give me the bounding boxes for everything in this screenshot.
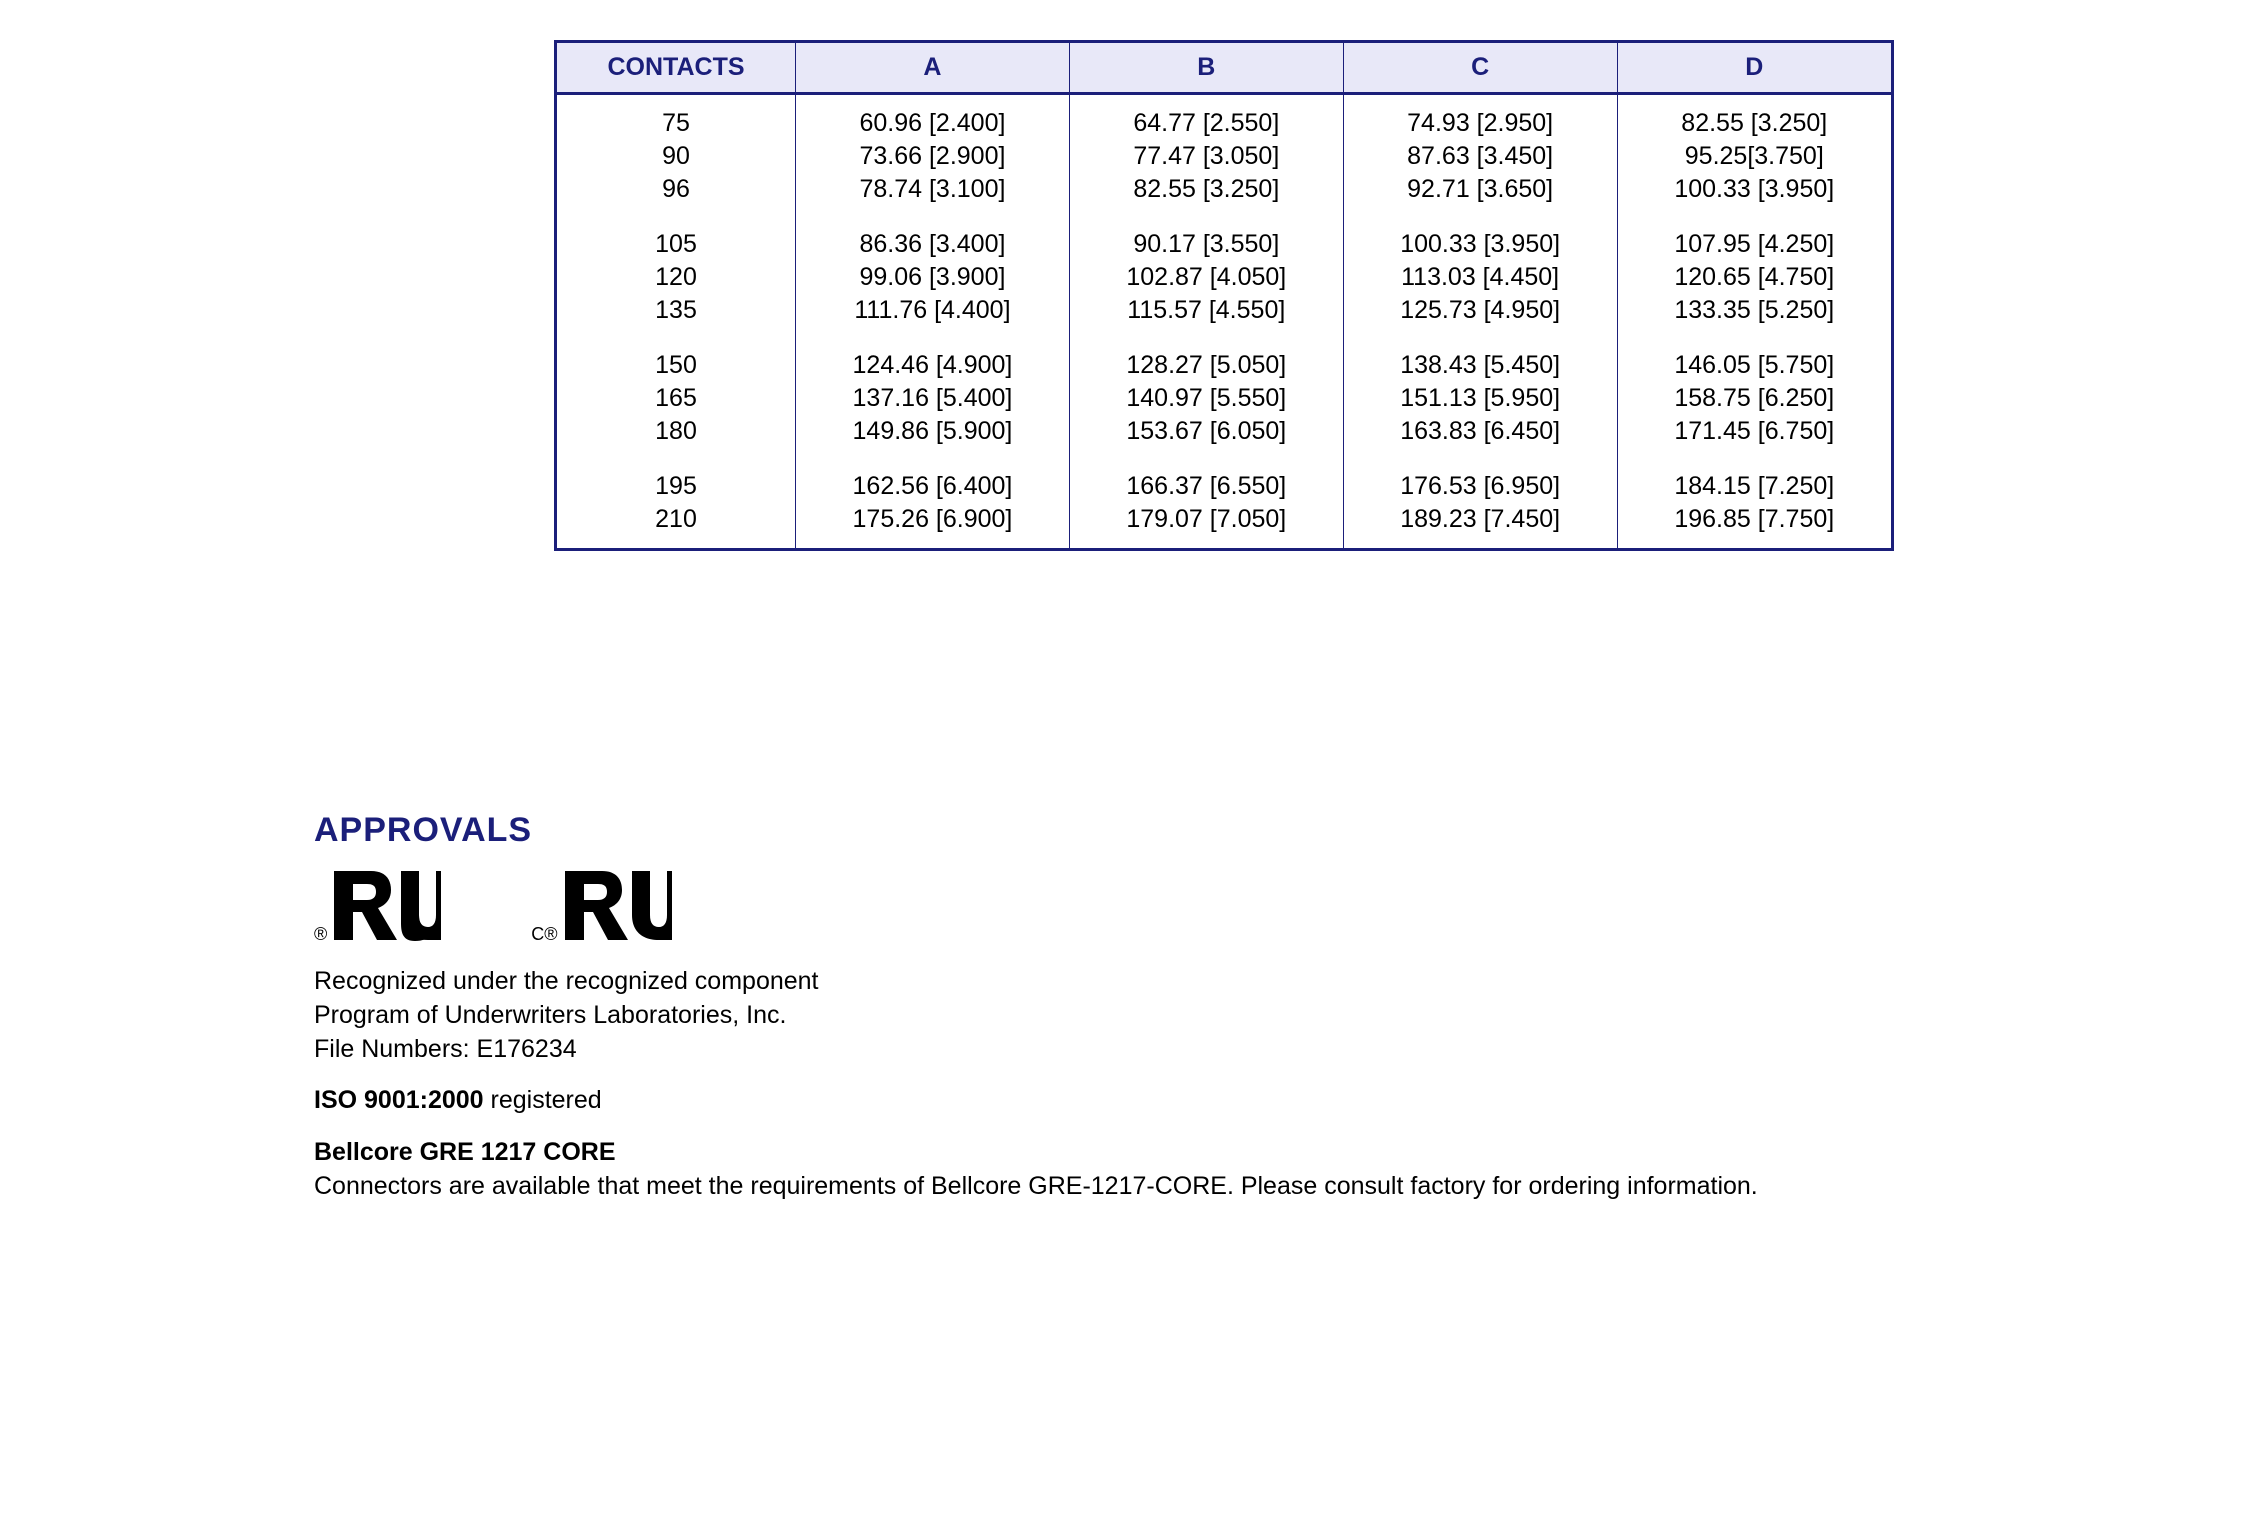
cell-contacts: 195 (556, 448, 796, 503)
table-row: 12099.06 [3.900]102.87 [4.050]113.03 [4.… (556, 261, 1893, 294)
cell-contacts: 120 (556, 261, 796, 294)
bellcore-heading: Bellcore GRE 1217 CORE (314, 1138, 616, 1166)
cell-a: 175.26 [6.900] (796, 503, 1070, 550)
cell-c: 163.83 [6.450] (1343, 415, 1617, 448)
file-numbers: File Numbers: E176234 (314, 1035, 577, 1063)
cell-d: 171.45 [6.750] (1617, 415, 1892, 448)
col-b: B (1069, 42, 1343, 94)
cell-contacts: 210 (556, 503, 796, 550)
contacts-table-wrap: CONTACTS A B C D 7560.96 [2.400]64.77 [2… (554, 40, 1954, 551)
table-row: 210175.26 [6.900]179.07 [7.050]189.23 [7… (556, 503, 1893, 550)
approvals-heading: APPROVALS (314, 811, 1954, 850)
cell-contacts: 135 (556, 294, 796, 327)
cell-a: 78.74 [3.100] (796, 173, 1070, 206)
cell-d: 158.75 [6.250] (1617, 382, 1892, 415)
cell-c: 87.63 [3.450] (1343, 140, 1617, 173)
cell-d: 133.35 [5.250] (1617, 294, 1892, 327)
contacts-table: CONTACTS A B C D 7560.96 [2.400]64.77 [2… (554, 40, 1894, 551)
table-header-row: CONTACTS A B C D (556, 42, 1893, 94)
cell-a: 73.66 [2.900] (796, 140, 1070, 173)
registered-mark: ® (314, 925, 327, 943)
cell-a: 86.36 [3.400] (796, 206, 1070, 261)
ul-recognized-logo: ® (314, 868, 441, 943)
cell-contacts: 75 (556, 94, 796, 141)
cell-c: 125.73 [4.950] (1343, 294, 1617, 327)
cell-b: 115.57 [4.550] (1069, 294, 1343, 327)
recognized-text: Recognized under the recognized componen… (314, 965, 1954, 1066)
ru-mark-icon (331, 868, 441, 943)
ru-mark-icon (562, 868, 672, 943)
cell-b: 102.87 [4.050] (1069, 261, 1343, 294)
cell-contacts: 96 (556, 173, 796, 206)
cell-b: 128.27 [5.050] (1069, 327, 1343, 382)
cell-c: 113.03 [4.450] (1343, 261, 1617, 294)
cell-d: 95.25[3.750] (1617, 140, 1892, 173)
iso-line: ISO 9001:2000 registered (314, 1084, 1954, 1118)
cell-c: 92.71 [3.650] (1343, 173, 1617, 206)
cell-a: 149.86 [5.900] (796, 415, 1070, 448)
bellcore-text: Connectors are available that meet the r… (314, 1172, 1758, 1200)
cell-d: 100.33 [3.950] (1617, 173, 1892, 206)
cell-d: 82.55 [3.250] (1617, 94, 1892, 141)
cell-c: 151.13 [5.950] (1343, 382, 1617, 415)
table-row: 195162.56 [6.400]166.37 [6.550]176.53 [6… (556, 448, 1893, 503)
table-row: 9678.74 [3.100]82.55 [3.250]92.71 [3.650… (556, 173, 1893, 206)
cell-c: 176.53 [6.950] (1343, 448, 1617, 503)
cell-b: 90.17 [3.550] (1069, 206, 1343, 261)
table-row: 9073.66 [2.900]77.47 [3.050]87.63 [3.450… (556, 140, 1893, 173)
cell-b: 166.37 [6.550] (1069, 448, 1343, 503)
cell-a: 124.46 [4.900] (796, 327, 1070, 382)
cell-a: 111.76 [4.400] (796, 294, 1070, 327)
cul-recognized-logo: C® (531, 868, 671, 943)
iso-rest: registered (484, 1086, 602, 1114)
cell-contacts: 90 (556, 140, 796, 173)
recognized-line1: Recognized under the recognized componen… (314, 967, 819, 995)
cell-c: 189.23 [7.450] (1343, 503, 1617, 550)
cell-d: 196.85 [7.750] (1617, 503, 1892, 550)
col-a: A (796, 42, 1070, 94)
cell-b: 64.77 [2.550] (1069, 94, 1343, 141)
approval-logos: ® C® (314, 868, 1954, 943)
cell-a: 137.16 [5.400] (796, 382, 1070, 415)
c-registered-mark: C® (531, 925, 557, 943)
cell-b: 82.55 [3.250] (1069, 173, 1343, 206)
recognized-line2: Program of Underwriters Laboratories, In… (314, 1001, 786, 1029)
cell-contacts: 180 (556, 415, 796, 448)
cell-d: 146.05 [5.750] (1617, 327, 1892, 382)
table-row: 135111.76 [4.400]115.57 [4.550]125.73 [4… (556, 294, 1893, 327)
cell-a: 60.96 [2.400] (796, 94, 1070, 141)
cell-contacts: 150 (556, 327, 796, 382)
cell-d: 184.15 [7.250] (1617, 448, 1892, 503)
col-c: C (1343, 42, 1617, 94)
cell-c: 138.43 [5.450] (1343, 327, 1617, 382)
cell-a: 99.06 [3.900] (796, 261, 1070, 294)
col-d: D (1617, 42, 1892, 94)
col-contacts: CONTACTS (556, 42, 796, 94)
table-row: 150124.46 [4.900]128.27 [5.050]138.43 [5… (556, 327, 1893, 382)
cell-b: 179.07 [7.050] (1069, 503, 1343, 550)
table-row: 7560.96 [2.400]64.77 [2.550]74.93 [2.950… (556, 94, 1893, 141)
cell-contacts: 165 (556, 382, 796, 415)
cell-b: 140.97 [5.550] (1069, 382, 1343, 415)
cell-b: 77.47 [3.050] (1069, 140, 1343, 173)
cell-b: 153.67 [6.050] (1069, 415, 1343, 448)
iso-bold: ISO 9001:2000 (314, 1086, 484, 1114)
cell-a: 162.56 [6.400] (796, 448, 1070, 503)
cell-c: 74.93 [2.950] (1343, 94, 1617, 141)
cell-c: 100.33 [3.950] (1343, 206, 1617, 261)
cell-contacts: 105 (556, 206, 796, 261)
table-row: 10586.36 [3.400]90.17 [3.550]100.33 [3.9… (556, 206, 1893, 261)
table-row: 180149.86 [5.900]153.67 [6.050]163.83 [6… (556, 415, 1893, 448)
cell-d: 107.95 [4.250] (1617, 206, 1892, 261)
cell-d: 120.65 [4.750] (1617, 261, 1892, 294)
table-row: 165137.16 [5.400]140.97 [5.550]151.13 [5… (556, 382, 1893, 415)
bellcore-block: Bellcore GRE 1217 CORE Connectors are av… (314, 1136, 1954, 1204)
